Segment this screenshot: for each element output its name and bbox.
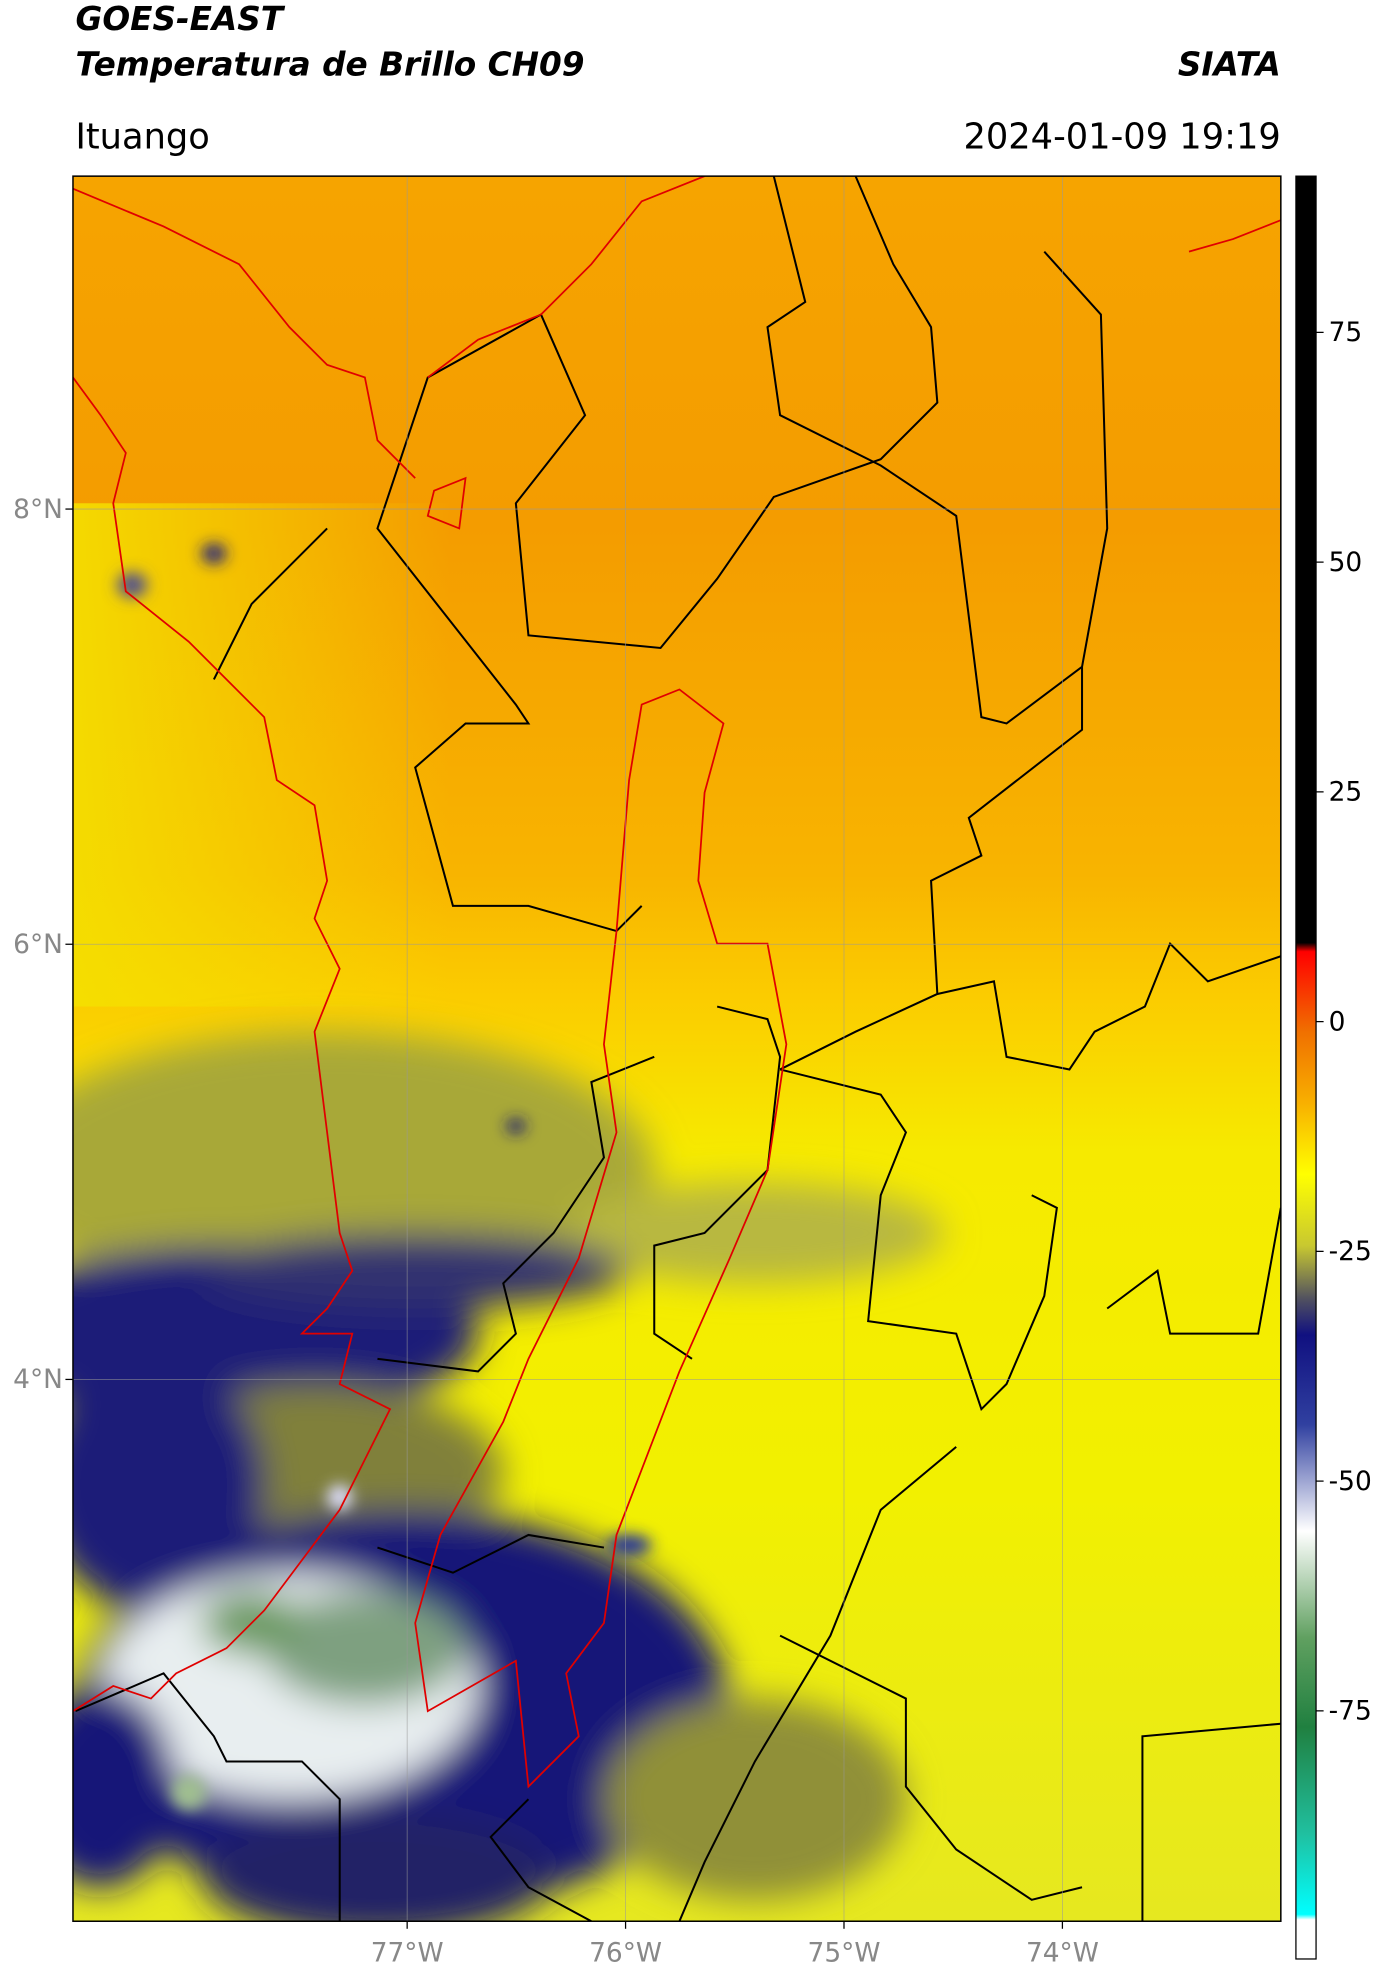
satellite: GOES-EAST — [75, 0, 285, 38]
graticule — [72, 176, 1281, 1922]
map-frame — [72, 175, 1282, 1922]
lat-tick-label: 6°N — [13, 929, 63, 960]
admin-borders — [75, 176, 1281, 1922]
region: Ituango — [75, 116, 209, 157]
lat-tick-label: 8°N — [13, 494, 63, 525]
imagery — [72, 176, 1281, 1922]
colorbar-tick-label: 50 — [1329, 547, 1363, 578]
colorbar-tick-label: -50 — [1329, 1466, 1372, 1497]
lon-tick-label: 77°W — [371, 1937, 444, 1968]
colorbar-tick-label: 25 — [1329, 777, 1363, 808]
lat-tick-label: 4°N — [13, 1364, 63, 1395]
agency: SIATA — [1178, 45, 1281, 83]
lon-tick-label: 74°W — [1026, 1937, 1099, 1968]
colorbar-tick-label: -25 — [1329, 1236, 1372, 1267]
datetime: 2024-01-09 19:19 — [963, 116, 1280, 157]
colorbar — [1295, 175, 1317, 1960]
colorbar-tick-label: 0 — [1329, 1006, 1346, 1037]
colorbar-tick-label: 75 — [1329, 317, 1363, 348]
coastline — [72, 176, 1281, 1789]
lon-tick-label: 76°W — [589, 1937, 662, 1968]
colorbar-tick-label: -75 — [1329, 1696, 1372, 1727]
product: Temperatura de Brillo CH09 — [75, 45, 584, 83]
lon-tick-label: 75°W — [808, 1937, 881, 1968]
